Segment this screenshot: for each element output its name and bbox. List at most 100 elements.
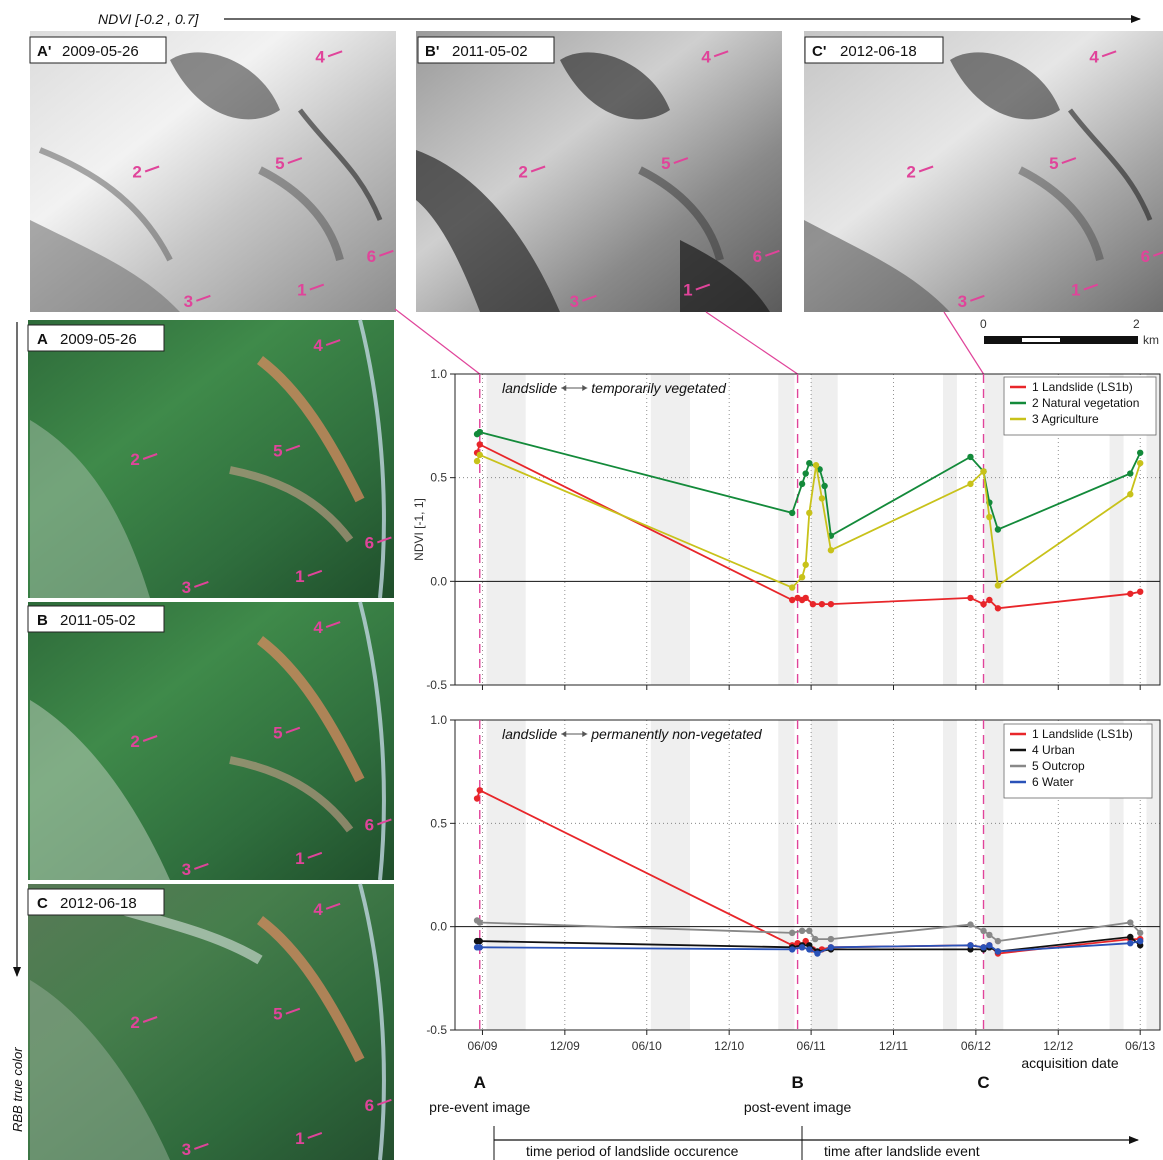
series-point: [821, 482, 828, 490]
site-marker-tick: [142, 735, 158, 742]
legend-box: [1003, 723, 1153, 799]
ndvi-label-c-date: 2012-06-18: [840, 43, 917, 60]
series-point: [980, 944, 987, 951]
y-tick-label: 0.5: [430, 816, 447, 830]
x-axis-label: acquisition date: [1021, 1055, 1119, 1071]
x-tick-label: 12/11: [879, 1039, 908, 1053]
site-marker-4: 4: [701, 47, 711, 66]
scale-unit: km: [1143, 333, 1159, 347]
chart-permanently-non-vegetated: 1.0 0.5 0.0 -0.5 landslide permanently non-ve…: [426, 713, 1161, 1071]
ndvi-label-a-date: 2009-05-26: [62, 43, 139, 60]
site-marker-tick: [194, 862, 209, 870]
rgb-label-a-date: 2009-05-26: [60, 331, 137, 348]
site-marker-tick: [695, 283, 711, 291]
site-marker-1: 1: [683, 281, 692, 300]
legend-entry: 3 Agriculture: [1032, 412, 1099, 426]
site-marker-2: 2: [132, 163, 141, 182]
site-marker-tick: [1061, 157, 1077, 165]
rgb-label-a-id: A: [37, 331, 48, 348]
y-tick-label: 0.0: [430, 574, 447, 588]
series-point: [967, 594, 974, 602]
series-point: [986, 596, 993, 604]
legend-entry: 5 Outcrop: [1032, 759, 1085, 773]
site-marker-tick: [377, 1098, 392, 1106]
series-point: [986, 931, 993, 939]
series-point: [798, 927, 806, 934]
annotation-right: temporarily vegetated: [591, 380, 727, 396]
rgb-arrow-label: RBB true color: [10, 1047, 25, 1132]
rgb-panel-a: [28, 319, 394, 599]
series-point: [473, 457, 481, 465]
shade-band: [778, 720, 795, 1030]
rgb-label-c-id: C: [37, 895, 48, 912]
site-marker-1: 1: [295, 849, 304, 868]
series-point: [827, 935, 835, 943]
shade-band: [811, 374, 838, 685]
series-point: [827, 600, 835, 608]
y-tick-label: -0.5: [426, 678, 447, 692]
series-point: [476, 937, 483, 945]
shade-band: [943, 374, 957, 685]
x-tick-label: 06/12: [961, 1039, 991, 1053]
site-marker-tick: [285, 1007, 301, 1015]
ndvi-label-c: C' 2012-06-18: [804, 36, 944, 64]
site-marker-tick: [673, 157, 689, 165]
timeline-period-label: time period of landslide occurence: [526, 1143, 739, 1159]
series-point: [809, 600, 817, 608]
site-marker-3: 3: [182, 1140, 191, 1159]
series-point: [967, 453, 974, 461]
site-marker-tick: [713, 50, 729, 58]
scale-end: 2: [1133, 317, 1140, 331]
ndvi-label-a-id: A': [37, 43, 51, 60]
site-marker-1: 1: [1071, 281, 1080, 300]
series-point: [806, 927, 813, 934]
rgb-label-b-id: B: [37, 612, 48, 629]
series-point: [1136, 449, 1144, 456]
series-point: [476, 441, 483, 448]
site-marker-tick: [285, 444, 301, 452]
series-point: [986, 942, 993, 949]
site-marker-tick: [144, 165, 160, 173]
site-marker-6: 6: [365, 815, 374, 834]
site-marker-5: 5: [1049, 154, 1058, 173]
series-point: [1127, 933, 1134, 941]
site-marker-tick: [1083, 283, 1099, 291]
rgb-label-b-date: 2011-05-02: [60, 612, 136, 629]
series-point: [802, 594, 809, 602]
series-point: [476, 428, 483, 436]
site-marker-6: 6: [753, 247, 762, 266]
x-tick-label: 12/09: [550, 1039, 580, 1053]
series-point: [827, 547, 835, 554]
series-point: [994, 605, 1002, 612]
site-marker-tick: [287, 157, 303, 165]
site-marker-tick: [325, 339, 341, 346]
series-point: [980, 468, 987, 475]
legend-entry: 1 Landslide (LS1b): [1032, 380, 1133, 394]
site-marker-3: 3: [184, 292, 193, 311]
scale-start: 0: [980, 317, 987, 331]
series-point: [806, 509, 813, 517]
site-marker-tick: [196, 294, 211, 302]
series-point: [476, 787, 483, 794]
site-marker-4: 4: [313, 900, 323, 919]
annotation-left: landslide: [502, 380, 557, 396]
series-point: [986, 513, 993, 521]
site-marker-tick: [142, 453, 158, 460]
site-marker-tick: [918, 165, 934, 173]
site-marker-tick: [327, 50, 343, 58]
site-marker-tick: [194, 1143, 209, 1150]
site-markers: 1 2 3 4 5 6 1 2 3 4 5 6 1 2 3 4 5 6 1 2 3 4 5 6 1 2 3 4 5 6 1 2 3 4 5 6: [130, 47, 1163, 1159]
site-marker-4: 4: [313, 336, 323, 355]
site-marker-tick: [325, 621, 341, 628]
series-point: [980, 600, 987, 608]
rgb-label-b: B 2011-05-02: [27, 605, 165, 633]
series-point: [798, 480, 806, 488]
rgb-label-c: C 2012-06-18: [27, 888, 165, 916]
series-point: [811, 935, 819, 943]
y-axis-label: NDVI [-1, 1]: [412, 498, 426, 561]
site-marker-tick: [377, 818, 392, 826]
ndvi-label-a: A' 2009-05-26: [29, 36, 167, 64]
site-marker-4: 4: [1089, 47, 1099, 66]
x-tick-label: 06/09: [467, 1039, 497, 1053]
series-point: [818, 600, 826, 608]
